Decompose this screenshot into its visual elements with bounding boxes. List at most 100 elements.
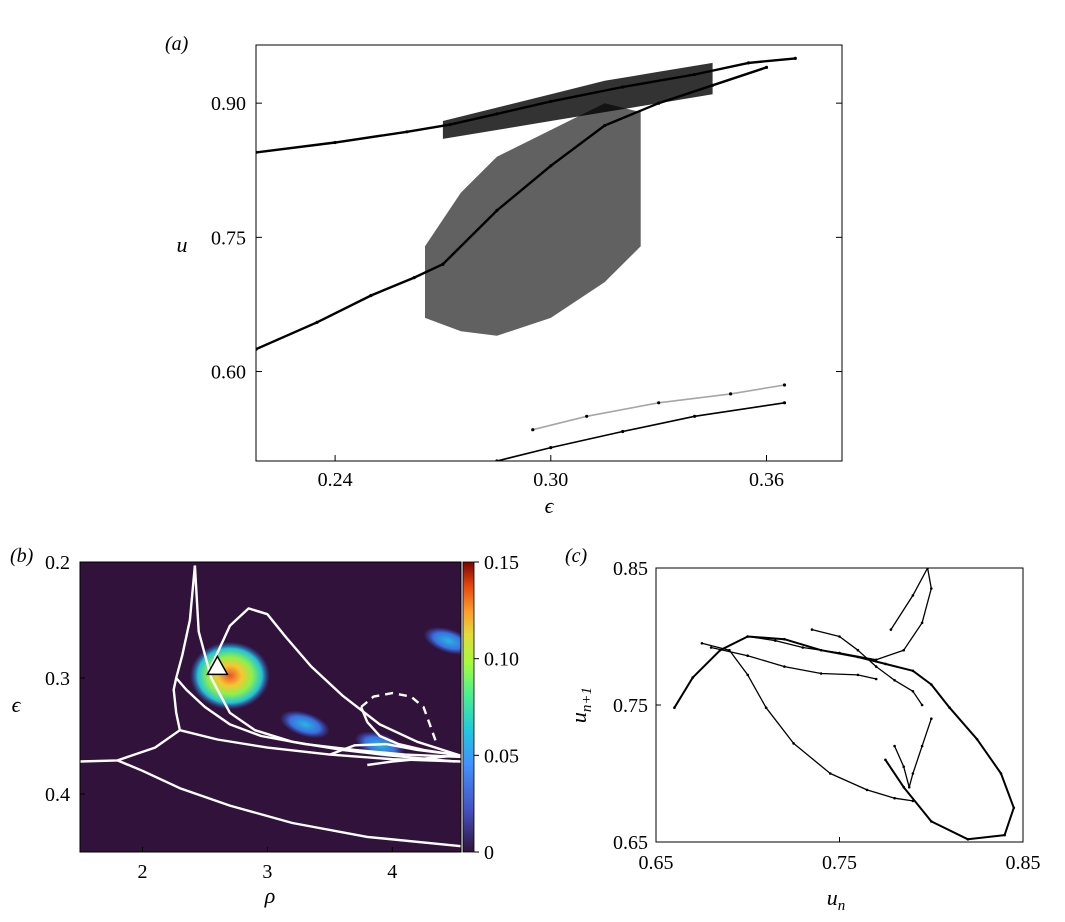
- attractor-point: [1003, 833, 1006, 837]
- attractor-point: [920, 621, 924, 625]
- branch-line: [256, 57, 796, 154]
- branch-line: [532, 384, 785, 431]
- x-tick-label: 0.36: [749, 469, 784, 491]
- panel-c-y-label: un+1: [566, 687, 595, 723]
- panel-c-attractor: [673, 568, 1016, 841]
- boundary-curve: [329, 742, 455, 756]
- attractor-point: [874, 665, 878, 668]
- attractor-point: [911, 690, 915, 693]
- attractor-point: [874, 658, 878, 662]
- colorbar-tick-label: 0.15: [484, 552, 519, 574]
- attractor-point: [746, 673, 749, 677]
- panel-a-label: (a): [165, 33, 189, 55]
- attractor-point: [975, 738, 979, 741]
- y-tick-label: 0.60: [211, 362, 246, 384]
- panel-b-boundary-curves: [80, 565, 461, 848]
- branch-point: [657, 401, 661, 405]
- panel-c-y-label-main: u: [566, 712, 591, 723]
- branch-point: [621, 429, 625, 434]
- attractor-point: [838, 651, 841, 655]
- attractor-point: [865, 788, 869, 792]
- attractor-point: [889, 628, 893, 631]
- y-tick-label: 0.65: [613, 832, 648, 854]
- branch-point: [412, 276, 416, 280]
- boundary-curve: [193, 565, 455, 763]
- branch-point: [764, 65, 769, 69]
- attractor-curve: [710, 646, 877, 680]
- panel-c-label: (c): [565, 545, 588, 567]
- boundary-curve: [210, 607, 461, 757]
- boundary-curve: [175, 677, 461, 759]
- branch-point: [495, 208, 499, 213]
- branch-point: [405, 130, 409, 134]
- attractor-curve: [894, 718, 932, 788]
- attractor-point: [893, 744, 896, 748]
- boundary-curve: [80, 729, 181, 763]
- y-tick-label: 0.75: [211, 227, 246, 249]
- attractor-point: [902, 648, 905, 652]
- attractor-point: [764, 706, 768, 709]
- panel-b-x-ticks: 2 3 4: [137, 847, 397, 883]
- attractor-point: [783, 637, 786, 641]
- attractor-point: [819, 672, 823, 675]
- branch-point: [603, 123, 607, 128]
- attractor-point: [930, 820, 933, 823]
- branch-point: [549, 99, 553, 103]
- attractor-point: [930, 587, 933, 590]
- panel-a-x-ticks: 0.24 0.30 0.36: [318, 455, 784, 491]
- attractor-point: [774, 639, 777, 642]
- attractor-point: [884, 662, 887, 666]
- branch-point: [315, 320, 319, 324]
- attractor-point: [930, 683, 933, 686]
- attractor-point: [746, 654, 749, 657]
- attractor-point: [783, 665, 786, 668]
- branch-point: [531, 428, 535, 432]
- panel-b-y-label: ϵ: [12, 692, 22, 717]
- panel-b-heatmap: [80, 562, 461, 852]
- attractor-point: [902, 765, 905, 768]
- x-tick-label: 4: [387, 861, 397, 883]
- colorbar-tick-label: 0.05: [484, 745, 519, 767]
- attractor-point: [911, 772, 915, 775]
- attractor-point: [691, 676, 694, 679]
- boundary-curve: [117, 759, 461, 848]
- panel-b-heatmap-background: [80, 562, 461, 852]
- x-tick-label: 0.65: [639, 852, 674, 874]
- colorbar-tick-label: 0.10: [484, 649, 519, 671]
- attractor-point: [801, 646, 805, 649]
- attractor-point: [746, 635, 749, 638]
- panel-a-x-label: ϵ: [545, 493, 555, 518]
- attractor-curve: [673, 635, 1015, 841]
- attractor-curve: [747, 568, 932, 661]
- panel-c-x-label-sub: n: [838, 898, 846, 914]
- panel-a-y-label: u: [177, 232, 188, 257]
- panel-b-label: (b): [10, 545, 34, 567]
- x-tick-label: 0.85: [1006, 852, 1041, 874]
- attractor-point: [911, 594, 915, 597]
- y-tick-label: 0.2: [45, 552, 70, 574]
- panel-a-branches: [256, 56, 797, 461]
- hotspot: [189, 641, 270, 710]
- hotspot: [423, 626, 461, 655]
- hotspot: [279, 710, 330, 739]
- branch-point: [782, 383, 787, 387]
- dense-region: [425, 103, 641, 336]
- x-tick-label: 0.75: [822, 852, 857, 874]
- attractor-point: [829, 772, 832, 775]
- attractor-point: [907, 785, 911, 789]
- attractor-point: [920, 744, 924, 748]
- panel-b-colorbar-ticks: 0 0.05 0.10 0.15: [474, 552, 519, 864]
- panel-b-colorbar: [462, 561, 475, 853]
- attractor-point: [856, 673, 860, 677]
- panel-a-axes-frame: [255, 44, 843, 462]
- attractor-point: [810, 628, 814, 631]
- x-tick-label: 0.30: [533, 469, 568, 491]
- boundary-curve: [360, 691, 438, 743]
- branch-point: [441, 262, 445, 266]
- y-tick-label: 0.4: [45, 784, 70, 806]
- attractor-point: [792, 742, 795, 745]
- branch-point: [746, 61, 751, 65]
- attractor-point: [930, 717, 933, 720]
- panel-c: (c) 0.65 0.75 0.85 0.650.750.85 un un+1: [565, 545, 1041, 914]
